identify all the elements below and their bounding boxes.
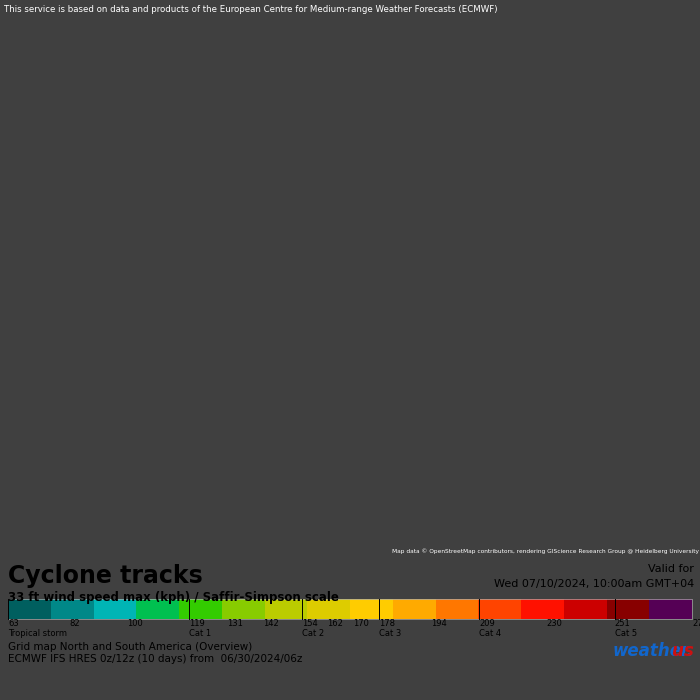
Bar (435, 598, 478, 619)
Text: 82: 82 (69, 620, 80, 629)
Text: 33 ft wind speed max (kph) / Saffir-Simpson scale: 33 ft wind speed max (kph) / Saffir-Simp… (8, 591, 339, 603)
Text: 194: 194 (430, 620, 447, 629)
Text: Cat 1: Cat 1 (189, 629, 211, 638)
Bar (265, 598, 307, 619)
Text: Cyclone tracks: Cyclone tracks (8, 564, 203, 589)
Text: Cat 2: Cat 2 (302, 629, 323, 638)
Bar (222, 598, 265, 619)
Text: 162: 162 (328, 620, 343, 629)
Text: us: us (626, 643, 694, 661)
Text: Cat 4: Cat 4 (479, 629, 501, 638)
Text: 178: 178 (379, 620, 395, 629)
Text: Map data © OpenStreetMap contributors, rendering GIScience Research Group @ Heid: Map data © OpenStreetMap contributors, r… (391, 548, 699, 554)
Bar (8, 598, 50, 619)
Text: 63: 63 (8, 620, 19, 629)
Bar (521, 598, 564, 619)
Bar (179, 598, 222, 619)
Text: Grid map North and South America (Overview): Grid map North and South America (Overvi… (8, 643, 252, 652)
Text: 142: 142 (263, 620, 279, 629)
Bar (94, 598, 136, 619)
Text: ECMWF IFS HRES 0z/12z (10 days) from  06/30/2024/06z: ECMWF IFS HRES 0z/12z (10 days) from 06/… (8, 654, 302, 664)
Bar (393, 598, 435, 619)
Text: 275: 275 (692, 620, 700, 629)
Text: 209: 209 (479, 620, 495, 629)
Text: This service is based on data and products of the European Centre for Medium-ran: This service is based on data and produc… (4, 6, 497, 14)
Bar (650, 598, 692, 619)
Text: Cat 3: Cat 3 (379, 629, 401, 638)
Text: 170: 170 (354, 620, 369, 629)
Text: 100: 100 (127, 620, 143, 629)
Text: Tropical storm: Tropical storm (8, 629, 67, 638)
Bar (50, 598, 94, 619)
Bar (606, 598, 650, 619)
Text: 251: 251 (615, 620, 630, 629)
Text: 230: 230 (547, 620, 563, 629)
Text: Valid for: Valid for (648, 564, 694, 575)
Text: Wed 07/10/2024, 10:00am GMT+04: Wed 07/10/2024, 10:00am GMT+04 (494, 578, 694, 589)
Bar (350, 598, 393, 619)
Text: weather.: weather. (612, 643, 694, 661)
Bar (478, 598, 521, 619)
Bar (564, 598, 606, 619)
Bar (8, 598, 692, 619)
Bar (136, 598, 179, 619)
Bar (307, 598, 350, 619)
Text: 131: 131 (228, 620, 244, 629)
Text: 119: 119 (189, 620, 204, 629)
Text: Cat 5: Cat 5 (615, 629, 637, 638)
Text: 154: 154 (302, 620, 317, 629)
